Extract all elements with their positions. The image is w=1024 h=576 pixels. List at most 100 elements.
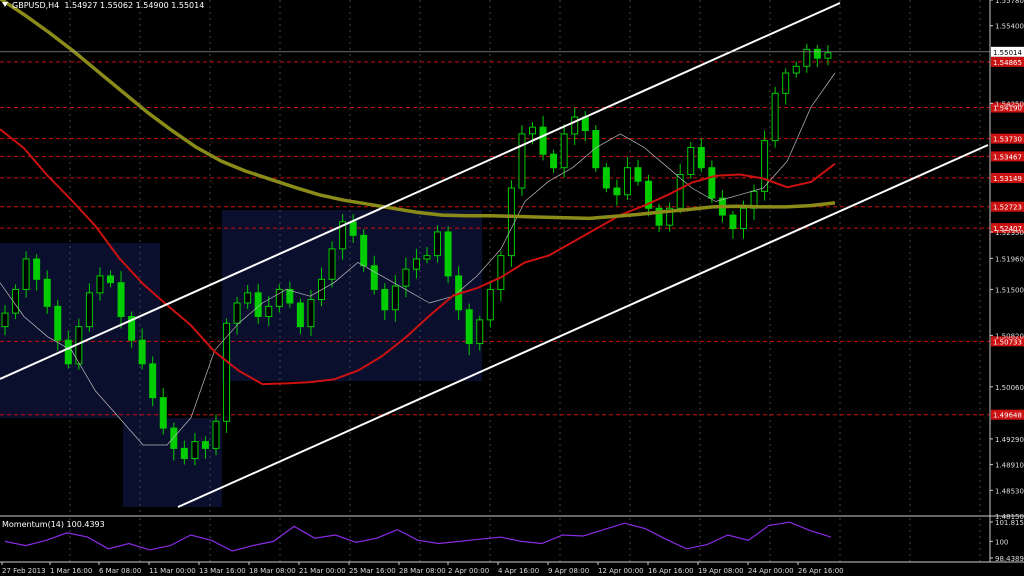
current-price-label: 1.55014 — [993, 49, 1022, 57]
time-tick-label: 13 Mar 16:00 — [199, 567, 246, 575]
time-tick-label: 19 Apr 08:00 — [698, 567, 744, 575]
candle-bull — [212, 420, 220, 449]
level-tag-label: 1.53149 — [993, 175, 1022, 183]
level-tag-label: 1.53467 — [993, 153, 1022, 161]
candle-bear — [149, 363, 157, 399]
candle-bear — [655, 207, 663, 226]
chevron-down-icon[interactable] — [2, 2, 8, 7]
level-tag-label: 1.54190 — [993, 105, 1022, 113]
candle-bull — [529, 126, 536, 135]
candle-bull — [12, 288, 20, 314]
candle-bull — [792, 65, 800, 74]
level-tag — [991, 409, 1024, 420]
time-tick-label: 4 Apr 16:00 — [498, 567, 539, 575]
candle-bull — [275, 288, 283, 307]
price-tick-label: 1.51960 — [995, 255, 1024, 263]
candle-bull — [402, 268, 410, 287]
candle-bull — [423, 255, 431, 260]
candle-bull — [244, 292, 252, 304]
candle-bull — [740, 207, 747, 230]
candle-bull — [233, 302, 241, 324]
candle-bear — [634, 167, 642, 182]
price-tick-label: 1.52350 — [995, 229, 1024, 237]
time-tick-label: 25 Mar 16:00 — [349, 567, 396, 575]
price-tick-label: 1.50820 — [995, 332, 1024, 340]
level-tag — [991, 102, 1024, 113]
candle-bear — [254, 292, 262, 317]
price-tick-label: 1.49290 — [995, 436, 1024, 444]
ma-slow-line — [0, 0, 836, 221]
candle-bear — [550, 153, 558, 169]
time-tick-label: 16 Apr 16:00 — [648, 567, 694, 575]
time-tick-label: 6 Mar 08:00 — [99, 567, 141, 575]
level-tag — [991, 336, 1024, 347]
momentum-line — [4, 521, 832, 552]
channel-upper-line — [0, 2, 841, 380]
candle-bull — [328, 248, 336, 280]
time-tick-label: 27 Feb 2013 — [2, 567, 46, 575]
level-tag — [991, 133, 1024, 144]
price-tick-label: 1.55780 — [995, 0, 1024, 5]
time-tick-label: 26 Apr 16:00 — [798, 567, 844, 575]
candle-bull — [560, 133, 568, 169]
candle-bull — [223, 322, 231, 422]
candle-bear — [360, 234, 368, 267]
time-tick-label: 21 Mar 00:00 — [299, 567, 346, 575]
price-tick-label: 1.51500 — [995, 286, 1024, 294]
candle-bull — [265, 305, 273, 317]
candle-bear — [117, 282, 125, 317]
candle-bull — [507, 187, 515, 257]
candle-bull — [666, 207, 674, 226]
level-tag — [991, 56, 1024, 67]
candle-bull — [339, 221, 347, 250]
time-tick-label: 12 Apr 00:00 — [598, 567, 644, 575]
candle-bull — [518, 133, 526, 189]
time-tick-label: 2 Apr 00:00 — [448, 567, 489, 575]
candle-bear — [170, 427, 178, 449]
candle-bull — [22, 258, 30, 290]
candle-bull — [434, 231, 442, 257]
level-tag-label: 1.49648 — [993, 412, 1022, 420]
candle-bull — [307, 299, 315, 328]
candle-bear — [602, 167, 610, 189]
momentum-label: Momentum(14) 100.4393 — [2, 520, 105, 529]
price-tick-label: 1.55400 — [995, 23, 1024, 31]
candle-bear — [613, 187, 621, 196]
level-tag-label: 1.50733 — [993, 338, 1022, 346]
time-tick-label: 28 Mar 08:00 — [399, 567, 446, 575]
price-tick-label: 1.48150 — [995, 513, 1024, 521]
chart-header: GBPUSD,H4 1.54927 1.55062 1.54900 1.5501… — [2, 1, 204, 10]
candle-bull — [824, 52, 832, 59]
level-tag — [991, 223, 1024, 234]
candle-bear — [296, 302, 304, 328]
time-tick-label: 11 Mar 00:00 — [149, 567, 196, 575]
candle-bear — [349, 221, 357, 236]
time-tick-label: 18 Mar 08:00 — [249, 567, 296, 575]
time-tick-label: 9 Apr 08:00 — [548, 567, 589, 575]
candle-bear — [381, 288, 389, 311]
candle-bear — [107, 275, 114, 284]
symbol-label: GBPUSD,H4 — [12, 1, 60, 10]
level-tag-label: 1.52723 — [993, 204, 1022, 212]
ma-fast-line — [0, 72, 836, 446]
candle-bear — [138, 339, 146, 365]
candle-bear — [33, 258, 41, 280]
candle-bear — [54, 305, 62, 341]
candle-bull — [412, 258, 420, 270]
ohlc-readout: 1.54927 1.55062 1.54900 1.55014 — [64, 1, 205, 10]
candle-bear — [201, 441, 209, 449]
candle-bull — [771, 92, 779, 142]
level-tag-label: 1.54865 — [993, 59, 1022, 67]
candle-bull — [85, 292, 93, 328]
candle-bull — [96, 275, 104, 294]
level-tag — [991, 201, 1024, 212]
momentum-tick-label: 100 — [995, 538, 1008, 546]
candle-bull — [676, 173, 684, 209]
candle-bear — [286, 288, 294, 304]
candle-bear — [43, 278, 51, 307]
candle-bear — [813, 48, 821, 59]
current-price-tag — [991, 46, 1024, 57]
